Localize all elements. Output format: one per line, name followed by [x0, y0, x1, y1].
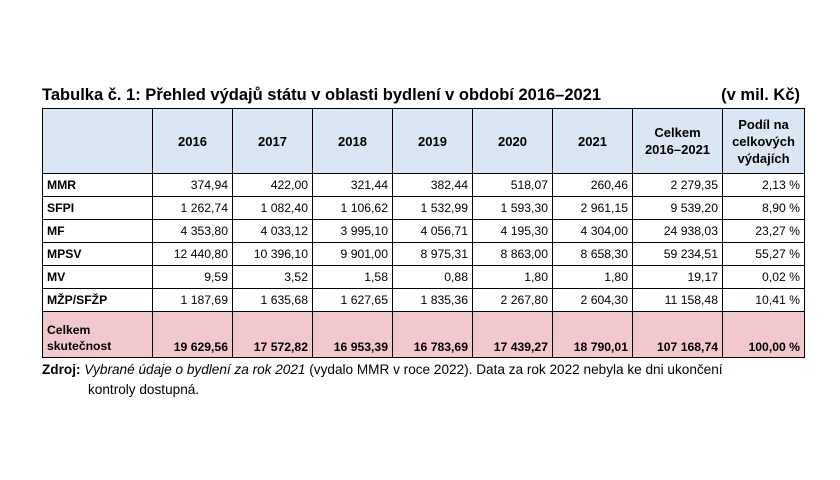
table-cell: 55,27 % — [722, 242, 805, 266]
total-cell: 18 790,01 — [552, 311, 633, 358]
table-cell: 3 995,10 — [312, 219, 393, 243]
table-cell: 0,02 % — [722, 265, 805, 289]
table-row: MŽP/SFŽP 1 187,69 1 635,68 1 627,65 1 835,36… — [42, 288, 805, 312]
table-cell: 382,44 — [392, 173, 473, 197]
header-cell: 2019 — [392, 108, 473, 174]
table-cell: 10 396,10 — [232, 242, 313, 266]
table-cell: 11 158,48 — [632, 288, 723, 312]
table-cell: 9 539,20 — [632, 196, 723, 220]
total-label: Celkem skutečnost — [42, 311, 153, 358]
total-row: Celkem skutečnost 19 629,56 17 572,82 16 953… — [42, 311, 805, 358]
table-cell: 1 532,99 — [392, 196, 473, 220]
table-cell: 1,80 — [472, 265, 553, 289]
total-cell: 107 168,74 — [632, 311, 723, 358]
table-cell: 1 835,36 — [392, 288, 473, 312]
table-cell: 1,80 — [552, 265, 633, 289]
table-cell: 422,00 — [232, 173, 313, 197]
table-cell: 0,88 — [392, 265, 473, 289]
source-note: Zdroj: Vybrané údaje o bydlení za rok 20… — [42, 360, 812, 400]
table-cell: 9,59 — [152, 265, 233, 289]
total-cell: 19 629,56 — [152, 311, 233, 358]
table-cell: 1 082,40 — [232, 196, 313, 220]
header-cell: 2021 — [552, 108, 633, 174]
row-label: MŽP/SFŽP — [42, 288, 153, 312]
table-cell: 2 267,80 — [472, 288, 553, 312]
table-cell: 1,58 — [312, 265, 393, 289]
table-cell: 24 938,03 — [632, 219, 723, 243]
header-cell: Podíl na celkových výdajích — [722, 108, 805, 174]
source-label: Zdroj: — [42, 362, 81, 377]
table-cell: 1 187,69 — [152, 288, 233, 312]
table-cell: 2 961,15 — [552, 196, 633, 220]
table-row: MF 4 353,80 4 033,12 3 995,10 4 056,71 4 195,… — [42, 219, 805, 243]
table-cell: 8 658,30 — [552, 242, 633, 266]
table-cell: 4 195,30 — [472, 219, 553, 243]
table-cell: 4 353,80 — [152, 219, 233, 243]
table-cell: 518,07 — [472, 173, 553, 197]
table-cell: 2 279,35 — [632, 173, 723, 197]
total-cell: 100,00 % — [722, 311, 805, 358]
header-cell: 2017 — [232, 108, 313, 174]
total-cell: 16 783,69 — [392, 311, 473, 358]
table-row: MPSV 12 440,80 10 396,10 9 901,00 8 975,31 8 … — [42, 242, 805, 266]
total-cell: 17 439,27 — [472, 311, 553, 358]
table-cell: 9 901,00 — [312, 242, 393, 266]
table-cell: 321,44 — [312, 173, 393, 197]
table-cell: 19,17 — [632, 265, 723, 289]
source-text: (vydalo MMR v roce 2022). Data za rok 20… — [305, 362, 723, 377]
table-cell: 8 975,31 — [392, 242, 473, 266]
table-cell: 59 234,51 — [632, 242, 723, 266]
row-label: MMR — [42, 173, 153, 197]
table-cell: 260,46 — [552, 173, 633, 197]
source-text-continued: kontroly dostupná. — [88, 382, 200, 397]
table-title: Tabulka č. 1: Přehled výdajů státu v obl… — [42, 86, 602, 104]
header-cell: Celkem 2016–2021 — [632, 108, 723, 174]
header-cell: 2018 — [312, 108, 393, 174]
table-row: MMR 374,94 422,00 321,44 382,44 518,07 260,46 2… — [42, 173, 805, 197]
table-cell: 4 056,71 — [392, 219, 473, 243]
table-cell: 1 593,30 — [472, 196, 553, 220]
row-label: MPSV — [42, 242, 153, 266]
table-row: MV 9,59 3,52 1,58 0,88 1,80 1,80 19,17 0,02 % — [42, 265, 805, 289]
table-cell: 8,90 % — [722, 196, 805, 220]
table-cell: 2,13 % — [722, 173, 805, 197]
header-cell: 2016 — [152, 108, 233, 174]
row-label: SFPI — [42, 196, 153, 220]
table-cell: 374,94 — [152, 173, 233, 197]
row-label: MF — [42, 219, 153, 243]
table-cell: 1 262,74 — [152, 196, 233, 220]
expenditure-table: 2016 2017 2018 2019 2020 2021 Celkem 2016… — [42, 108, 805, 358]
table-cell: 1 106,62 — [312, 196, 393, 220]
header-cell — [42, 108, 153, 174]
table-header-row: 2016 2017 2018 2019 2020 2021 Celkem 2016… — [42, 108, 805, 174]
table-cell: 2 604,30 — [552, 288, 633, 312]
row-label: MV — [42, 265, 153, 289]
source-title: Vybrané údaje o bydlení za rok 2021 — [84, 362, 306, 377]
table-cell: 4 033,12 — [232, 219, 313, 243]
table-cell: 1 627,65 — [312, 288, 393, 312]
table-cell: 3,52 — [232, 265, 313, 289]
table-unit: (v mil. Kč) — [721, 86, 800, 104]
table-cell: 23,27 % — [722, 219, 805, 243]
table-caption: Tabulka č. 1: Přehled výdajů státu v obl… — [42, 86, 800, 105]
table-cell: 1 635,68 — [232, 288, 313, 312]
total-cell: 17 572,82 — [232, 311, 313, 358]
table-cell: 8 863,00 — [472, 242, 553, 266]
table-cell: 12 440,80 — [152, 242, 233, 266]
header-cell: 2020 — [472, 108, 553, 174]
table-cell: 4 304,00 — [552, 219, 633, 243]
table-row: SFPI 1 262,74 1 082,40 1 106,62 1 532,99 1 59… — [42, 196, 805, 220]
total-cell: 16 953,39 — [312, 311, 393, 358]
table-cell: 10,41 % — [722, 288, 805, 312]
